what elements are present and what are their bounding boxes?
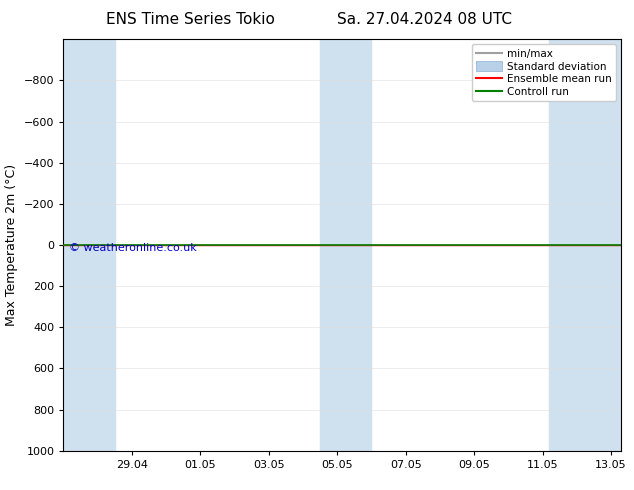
Bar [550, 39, 621, 451]
Text: Sa. 27.04.2024 08 UTC: Sa. 27.04.2024 08 UTC [337, 12, 512, 27]
Text: © weatheronline.co.uk: © weatheronline.co.uk [69, 243, 197, 253]
Bar [320, 39, 372, 451]
Text: ENS Time Series Tokio: ENS Time Series Tokio [106, 12, 275, 27]
Y-axis label: Max Temperature 2m (°C): Max Temperature 2m (°C) [5, 164, 18, 326]
Bar [63, 39, 115, 451]
Legend: min/max, Standard deviation, Ensemble mean run, Controll run: min/max, Standard deviation, Ensemble me… [472, 45, 616, 101]
